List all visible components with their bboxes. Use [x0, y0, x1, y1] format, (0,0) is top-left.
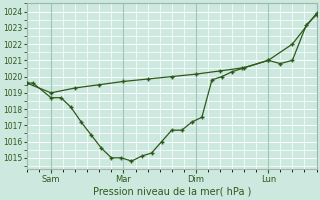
X-axis label: Pression niveau de la mer( hPa ): Pression niveau de la mer( hPa )	[92, 187, 251, 197]
